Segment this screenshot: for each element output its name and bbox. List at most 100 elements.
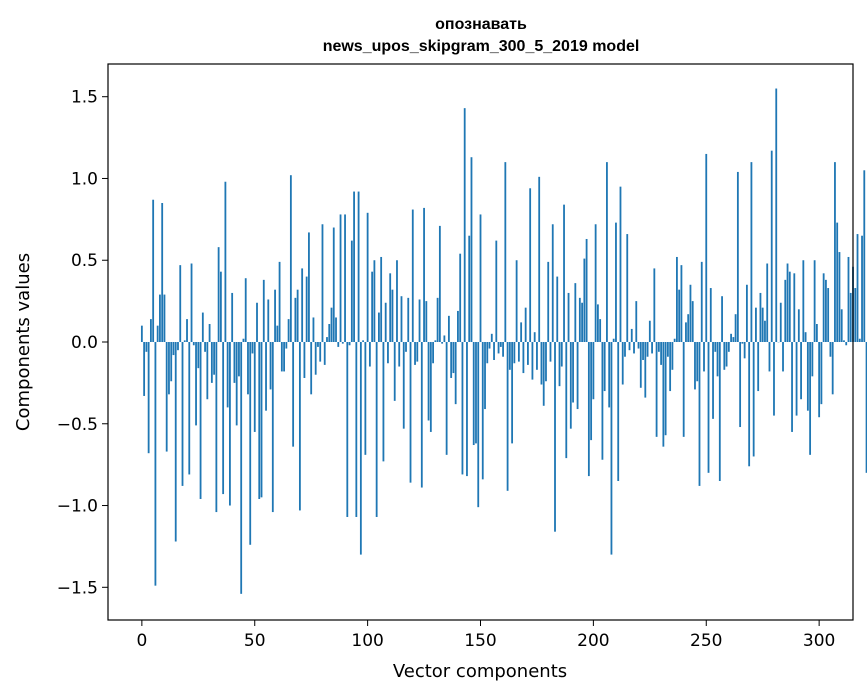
bar [669,342,672,392]
bar [317,342,319,347]
bar [639,342,642,388]
bar [274,289,276,342]
bar [350,240,353,342]
bar [865,342,867,473]
bar [676,256,678,342]
bar [312,317,315,342]
bar [475,342,477,444]
bar [698,342,701,486]
bar [181,342,184,486]
bar [375,342,378,517]
bar [563,204,565,342]
bar [450,342,453,378]
bar [739,342,742,428]
bar [278,261,281,342]
bar [696,342,699,382]
bar [258,342,261,499]
bar [522,342,525,374]
bar [454,342,457,405]
bar [797,309,800,342]
bar [788,271,791,342]
bar [556,276,559,342]
bar [219,271,222,342]
bar [757,342,760,392]
bar [280,342,283,372]
bar [283,342,285,372]
bar [592,342,595,400]
bar [253,342,256,432]
bar [391,289,394,342]
bar [664,342,667,436]
bar [407,297,410,342]
bar [655,342,658,437]
bar [831,342,834,395]
y-tick-label: 0.0 [71,333,98,353]
bar [811,342,814,377]
bar [619,186,622,342]
bar [481,342,484,480]
bar [834,162,836,342]
y-tick-label: −1.5 [57,578,98,598]
bar [624,342,626,357]
bar [725,342,728,367]
bar [172,342,175,356]
bar [156,325,159,342]
y-axis-label: Components values [13,253,34,431]
bar [265,342,267,411]
bar [344,214,346,342]
bar [791,342,793,432]
bar [210,342,213,383]
bar [411,209,414,342]
bar [818,342,821,418]
bar [567,292,570,342]
bar [599,319,602,342]
bar [536,342,538,370]
bar [508,342,511,370]
bar [497,342,500,354]
bar [208,324,211,342]
bar [447,315,450,342]
bar [294,297,297,342]
y-tick-label: 1.0 [71,169,98,189]
bar [569,342,572,429]
bar [565,342,568,459]
bar [387,342,389,364]
bar [533,332,536,342]
bar [825,279,827,342]
bar [396,260,398,342]
bar [224,181,227,342]
bar [499,342,502,347]
bar [429,342,432,432]
bar [685,322,687,342]
bar [673,338,676,342]
bar [244,278,247,342]
bar [856,234,859,342]
bar [847,256,850,342]
bar [716,342,719,377]
bar [703,342,705,372]
bar [366,212,369,342]
bar [694,342,696,390]
bar [199,342,202,499]
bar [633,342,635,354]
bar [149,319,152,342]
bar [551,224,554,342]
bar [802,260,805,342]
bar [734,314,737,342]
bar [305,276,308,342]
bar [666,342,669,357]
bar [775,88,778,342]
bar [152,199,155,342]
bar [423,207,425,342]
bar [233,342,236,383]
bar [168,342,170,395]
bar-series [140,88,867,594]
bar [231,292,234,342]
x-axis-label: Vector components [393,661,567,682]
bar [540,342,543,385]
y-tick-label: −1.0 [57,497,98,517]
bar [165,342,168,452]
bar [436,297,439,342]
bar [617,342,620,481]
bar [143,342,146,396]
